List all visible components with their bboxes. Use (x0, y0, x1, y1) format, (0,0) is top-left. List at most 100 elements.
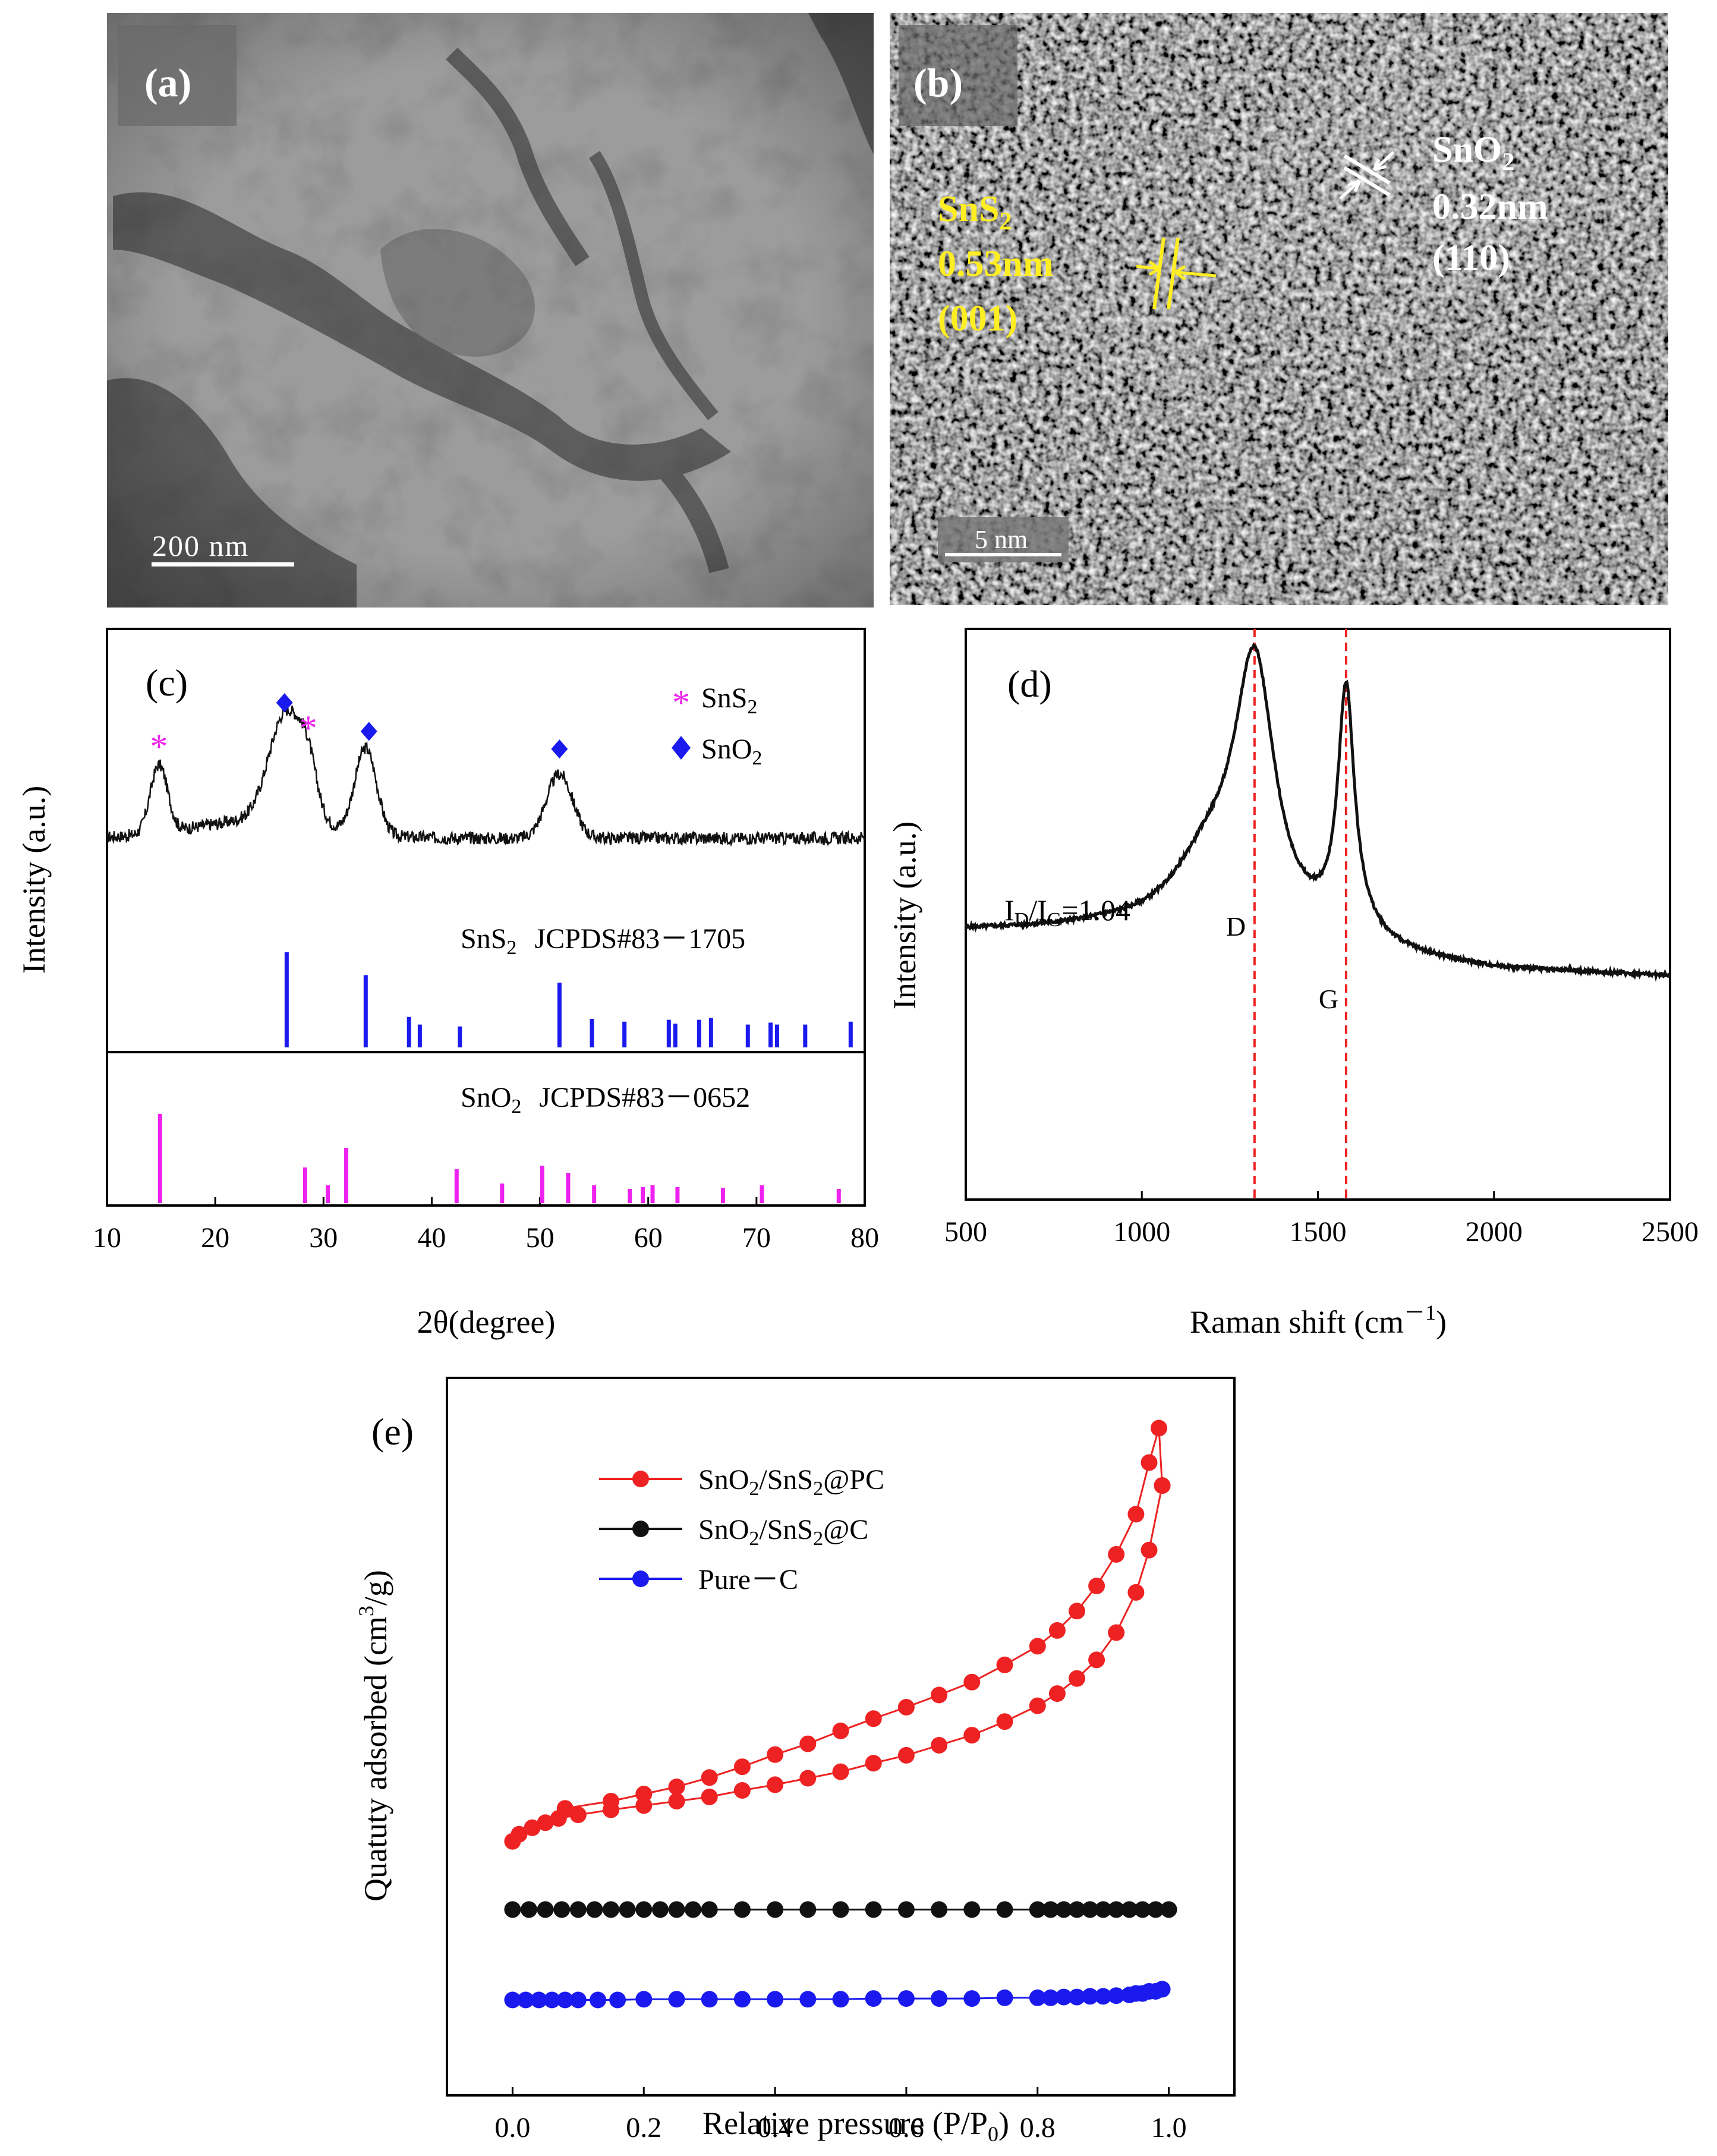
panel-e-ylabel: Quatuty adsorbed (cm (358, 1616, 393, 1902)
svg-text:SnS2: SnS2 (938, 189, 1012, 235)
band-label-g: G (1319, 984, 1338, 1014)
e-data-point (1141, 1983, 1158, 2000)
e-data-point (963, 1727, 981, 1744)
panel-d-x-axis: 500 1000 1500 2000 2500 (944, 1191, 1699, 1248)
ratio-d-sub: D (1015, 909, 1029, 931)
sns2-plane: (001) (938, 298, 1017, 339)
legend-e1-suffix: @PC (823, 1464, 884, 1496)
sno2-subscript: 2 (1502, 149, 1514, 176)
e-data-point (668, 1793, 685, 1810)
sno2-arrow-top-icon (1372, 151, 1395, 172)
c-peak-diamond-icon (360, 722, 377, 741)
panel-d-raman-spectrum (964, 643, 1671, 982)
e-xtick-label: 0.4 (757, 2112, 793, 2144)
panel-c-legend: * SnS2 SnO2 (672, 682, 762, 769)
svg-text:Quatuty adsorbed (cm3/g): Quatuty adsorbed (cm3/g) (354, 1570, 393, 1902)
panel-c-x-axis: 10 20 30 40 50 60 70 80 (93, 1197, 879, 1254)
e-data-point (733, 1901, 751, 1918)
e-data-point (603, 1901, 619, 1918)
legend-e2-sub: 2 (749, 1528, 759, 1550)
sns2-arrow-left-icon (1136, 260, 1160, 276)
e-data-point (685, 1901, 702, 1918)
ratio-slash: /I (1029, 893, 1047, 927)
e-data-point (537, 1814, 554, 1831)
c-xtick-label: 30 (309, 1222, 338, 1254)
panel-e-isotherm-chart: (e) Quatuty adsorbed (cm3/g) Relative pr… (354, 1377, 1236, 2146)
e-data-point (832, 1763, 849, 1780)
panel-d-xlabel-close: ) (1436, 1304, 1447, 1340)
ref1-sub: 2 (506, 937, 516, 959)
legend-sno2-label: SnO (701, 734, 752, 765)
e-data-point (635, 1901, 653, 1918)
c-xtick-label: 50 (526, 1222, 555, 1254)
e-data-point (635, 1797, 653, 1814)
legend-marker-pure-c-icon (632, 1570, 649, 1587)
panel-a-scale-bar (152, 562, 294, 566)
e-data-point (832, 1901, 849, 1918)
e-data-point (590, 1991, 606, 2009)
ref2-card: JCPDS#83－0652 (539, 1082, 750, 1113)
e-data-point (1151, 1420, 1167, 1437)
e-data-point (1127, 1584, 1145, 1601)
e-data-point (1055, 1901, 1072, 1918)
panel-d-xlabel-sup: －1 (1404, 1301, 1436, 1324)
panel-c-ylabel: Intensity (a.u.) (16, 786, 52, 974)
e-xtick-label: 0.8 (1020, 2112, 1056, 2144)
e-series-1 (504, 1901, 1177, 1918)
e-data-point (504, 1901, 521, 1918)
e-data-point (1108, 1987, 1125, 2004)
e-data-point (1082, 1901, 1099, 1918)
e-data-point (651, 1901, 669, 1918)
legend-e2-suffix: @C (823, 1514, 868, 1546)
e-data-point (504, 1991, 521, 2009)
e-data-point (931, 1686, 948, 1704)
sno2-fringe-line-1 (1343, 154, 1391, 185)
e-xtick-label: 1.0 (1151, 2112, 1187, 2144)
e-xtick-label: 0.2 (626, 2112, 661, 2144)
legend-e1-sub2: 2 (813, 1478, 823, 1500)
e-data-point (1127, 1985, 1145, 2002)
e-data-point (1108, 1546, 1125, 1563)
e-data-point (668, 1901, 685, 1918)
e-data-point (701, 1901, 718, 1918)
e-data-point (865, 1755, 882, 1772)
d-xtick-label: 500 (944, 1216, 987, 1248)
e-data-point (996, 1656, 1013, 1673)
e-data-point (1088, 1578, 1105, 1594)
ratio-value: =1.04 (1061, 893, 1130, 927)
panel-b-lattice-fringes (1190, 0, 1589, 386)
e-data-point (521, 1901, 537, 1918)
sno2-lattice-annotation: SnO2 0.32nm (110) (1339, 130, 1548, 278)
legend-sns2-label: SnS (701, 682, 747, 714)
svg-text:SnO2: SnO2 (701, 734, 762, 769)
panel-a: (a) 200 nm (107, 13, 874, 608)
panel-d-raman-chart: (d) Intensity (a.u.) Raman shift (cm－1) … (887, 628, 1699, 1340)
e-data-point (865, 1990, 882, 2007)
e-data-point (635, 1991, 653, 2008)
e-data-point (1108, 1901, 1125, 1918)
sns2-arrow-right-icon (1174, 265, 1217, 281)
e-data-point (1069, 1603, 1085, 1620)
e-data-point (1121, 1901, 1138, 1918)
e-data-point (635, 1786, 653, 1803)
e-data-point (701, 1769, 718, 1786)
e-data-point (767, 1746, 784, 1763)
legend-sns2-sub: 2 (747, 696, 757, 718)
e-data-point (1141, 1454, 1158, 1471)
panel-c-frame (106, 628, 866, 1207)
panel-c-peak-markers: * * (150, 693, 568, 766)
panel-b-label: (b) (913, 60, 963, 105)
ref1-name: SnS (461, 923, 506, 955)
legend-e1-name: SnO (698, 1464, 749, 1496)
e-data-point (832, 1991, 849, 2008)
legend-e2-name: SnO (698, 1514, 749, 1546)
e-data-point (1108, 1624, 1125, 1641)
svg-text:Relative pressure (P/P0): Relative pressure (P/P0) (702, 2105, 1009, 2146)
legend-e3-name: Pure－C (698, 1564, 798, 1595)
panel-e-xlabel: Relative pressure (P/P (702, 2105, 988, 2141)
e-data-point (1095, 1988, 1112, 2005)
e-data-point (701, 1991, 718, 2008)
e-data-point (1042, 1901, 1059, 1918)
panel-e-xlabel-close: ) (998, 2105, 1009, 2141)
e-data-point (931, 1990, 948, 2007)
